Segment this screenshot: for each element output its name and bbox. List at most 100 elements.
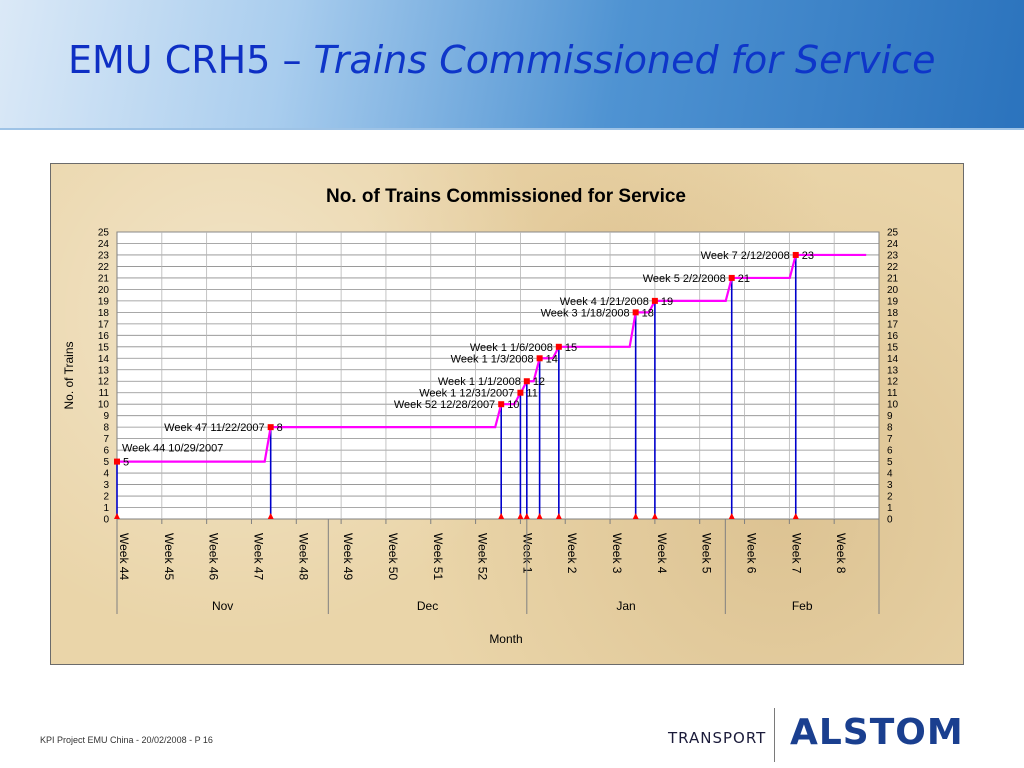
y-tick-label-right: 6: [887, 446, 893, 457]
y-tick-label-right: 24: [887, 239, 899, 250]
x-tick-label: Week 1: [520, 533, 534, 574]
y-tick-label-left: 10: [98, 400, 110, 411]
y-tick-label-left: 24: [98, 239, 110, 250]
y-tick-label-right: 20: [887, 285, 899, 296]
data-category-label: Week 7 2/12/2008: [701, 250, 790, 262]
data-value-label: 8: [277, 422, 283, 434]
y-tick-label-right: 8: [887, 423, 893, 434]
x-tick-label: Week 46: [207, 533, 221, 580]
y-tick-label-right: 1: [887, 503, 893, 514]
data-point: [651, 297, 658, 304]
baseline-marker: [523, 513, 530, 519]
y-tick-label-left: 22: [98, 262, 110, 273]
y-tick-label-right: 22: [887, 262, 899, 273]
y-tick-label-right: 19: [887, 296, 899, 307]
data-value-label: 21: [738, 273, 750, 285]
y-tick-label-left: 1: [103, 503, 109, 514]
baseline-marker: [555, 513, 562, 519]
baseline-marker: [632, 513, 639, 519]
data-value-label: 18: [642, 307, 654, 319]
x-tick-label: Week 52: [476, 533, 490, 580]
data-value-label: 5: [123, 457, 129, 469]
data-point: [267, 424, 274, 431]
x-tick-label: Week 5: [700, 533, 714, 574]
y-tick-label-left: 0: [103, 515, 109, 526]
y-tick-label-right: 3: [887, 480, 893, 491]
y-tick-label-left: 15: [98, 342, 110, 353]
baseline-marker: [498, 513, 505, 519]
data-point: [632, 309, 639, 316]
data-category-label: Week 44 10/29/2007: [122, 443, 223, 455]
baseline-marker: [517, 513, 524, 519]
x-tick-label: Week 7: [789, 533, 803, 574]
month-label: Jan: [616, 599, 635, 613]
y-tick-label-right: 25: [887, 228, 899, 239]
data-point: [555, 343, 562, 350]
y-tick-label-left: 9: [103, 411, 109, 422]
y-tick-label-right: 21: [887, 273, 899, 284]
y-tick-label-left: 14: [98, 354, 110, 365]
y-tick-label-left: 11: [99, 388, 110, 399]
data-category-label: Week 1 1/3/2008: [451, 353, 534, 365]
data-value-label: 12: [533, 376, 545, 388]
y-tick-label-right: 18: [887, 308, 899, 319]
y-tick-label-left: 12: [98, 377, 110, 388]
data-point: [728, 274, 735, 281]
data-point: [114, 458, 120, 465]
y-tick-label-left: 6: [103, 446, 109, 457]
y-tick-label-right: 15: [887, 342, 899, 353]
y-tick-label-left: 25: [98, 228, 110, 239]
x-tick-label: Week 48: [296, 533, 310, 580]
y-tick-label-right: 5: [887, 457, 893, 468]
data-category-label: Week 5 2/2/2008: [643, 273, 726, 285]
y-tick-label-left: 7: [103, 434, 109, 445]
y-tick-label-right: 2: [887, 492, 893, 503]
y-tick-label-right: 11: [887, 388, 898, 399]
data-value-label: 14: [546, 353, 558, 365]
data-point: [792, 251, 799, 258]
data-value-label: 15: [565, 342, 577, 354]
logo-divider: [774, 708, 775, 762]
footer-text: KPI Project EMU China - 20/02/2008 - P 1…: [40, 735, 213, 745]
slide-title: EMU CRH5 – Trains Commissioned for Servi…: [68, 38, 935, 82]
chart-frame: 0 0 1 1 2 2 3 3 4 4 5 5 6 6 7 7 8 8 9 9 10 10 11 11 12 12 13 13 14 14…: [50, 163, 964, 665]
y-tick-label-left: 19: [98, 296, 110, 307]
x-tick-label: Week 51: [431, 533, 445, 580]
y-tick-label-right: 10: [887, 400, 899, 411]
x-axis-title: Month: [489, 632, 522, 646]
baseline-marker: [651, 513, 658, 519]
y-tick-label-left: 8: [103, 423, 109, 434]
data-category-label: Week 47 11/22/2007: [164, 422, 265, 434]
baseline-marker: [792, 513, 799, 519]
x-tick-label: Week 47: [251, 533, 265, 580]
y-tick-label-left: 2: [103, 492, 109, 503]
y-tick-label-left: 21: [98, 273, 110, 284]
baseline-marker: [267, 513, 274, 519]
y-tick-label-right: 0: [887, 515, 893, 526]
y-tick-label-left: 13: [98, 365, 110, 376]
data-category-label: Week 1 1/1/2008: [438, 376, 521, 388]
data-point: [517, 389, 524, 396]
y-tick-label-left: 23: [98, 250, 110, 261]
data-category-label: Week 1 12/31/2007: [419, 388, 514, 400]
y-tick-label-left: 4: [103, 469, 109, 480]
x-tick-label: Week 8: [834, 533, 848, 574]
y-tick-label-right: 7: [887, 434, 893, 445]
x-tick-label: Week 49: [341, 533, 355, 580]
data-category-label: Week 4 1/21/2008: [560, 296, 649, 308]
series-line: [117, 253, 867, 463]
month-label: Nov: [212, 599, 233, 613]
y-tick-label-right: 17: [887, 319, 899, 330]
y-tick-label-right: 13: [887, 365, 899, 376]
data-point: [523, 378, 530, 385]
data-point: [536, 355, 543, 362]
x-tick-label: Week 3: [610, 533, 624, 574]
month-label: Dec: [417, 599, 438, 613]
y-tick-label-right: 14: [887, 354, 899, 365]
data-point: [498, 401, 505, 408]
y-tick-label-left: 18: [98, 308, 110, 319]
data-value-label: 11: [526, 388, 537, 400]
plot-area: [116, 231, 880, 520]
data-value-label: 19: [661, 296, 673, 308]
